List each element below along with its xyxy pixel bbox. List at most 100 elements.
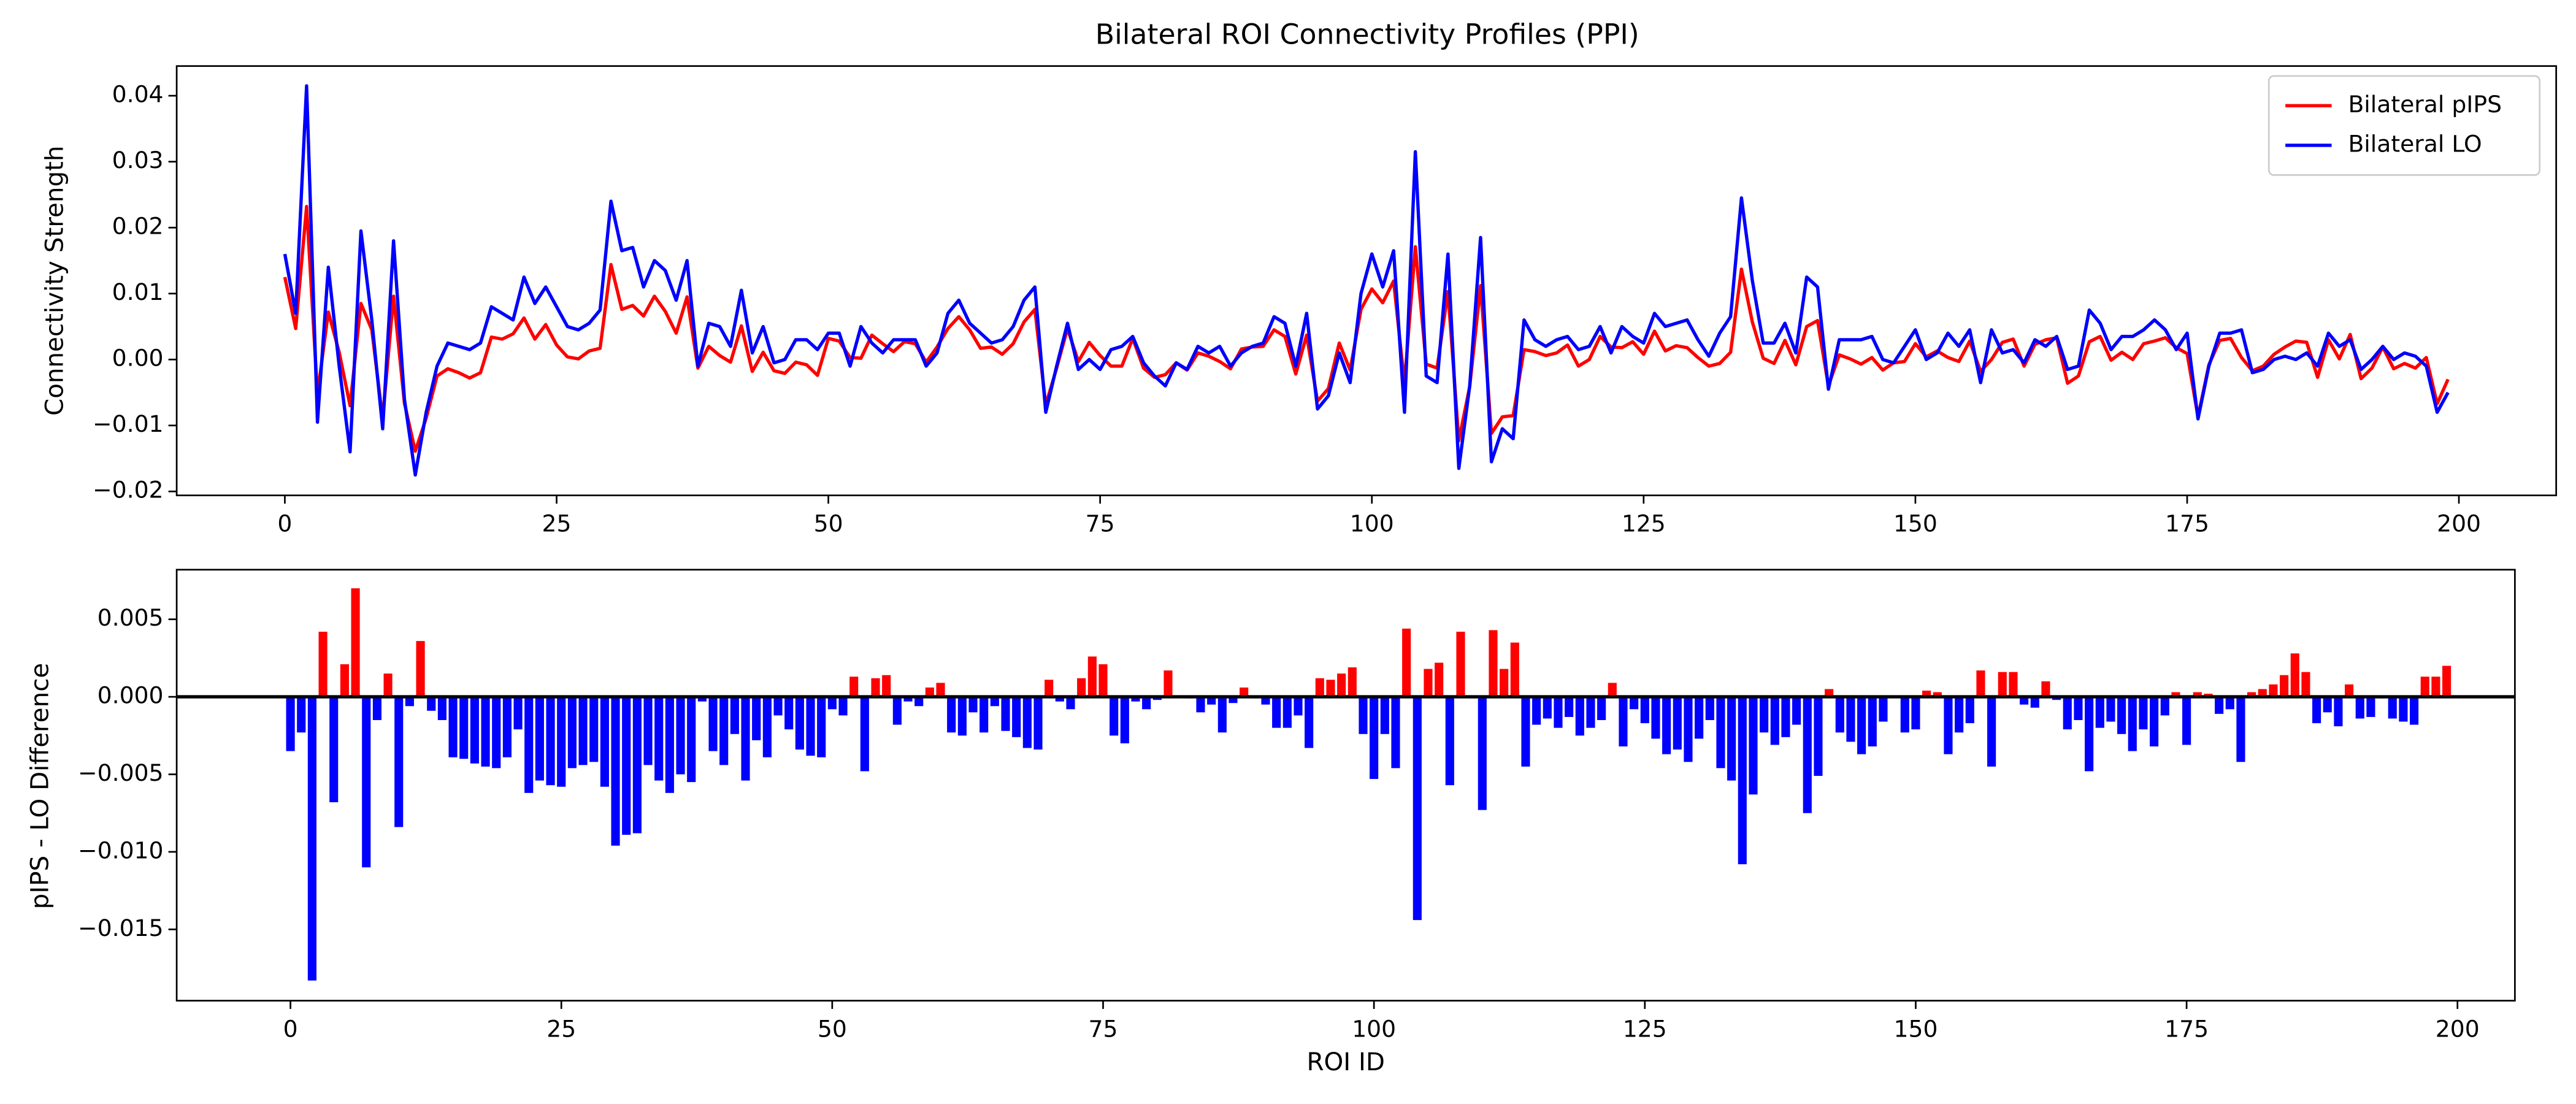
bar [827, 697, 837, 710]
bar [405, 697, 414, 707]
bar [1705, 697, 1714, 721]
y-tick-label: 0.02 [112, 213, 164, 240]
bar [676, 697, 685, 775]
bar [903, 697, 913, 702]
bar [1077, 678, 1086, 697]
bar [459, 697, 469, 759]
bar [1554, 697, 1563, 728]
bar [492, 697, 501, 769]
axes-frame [175, 569, 2516, 1002]
bar [2323, 697, 2332, 713]
bar [546, 697, 555, 786]
bar [1521, 697, 1530, 767]
bar [882, 675, 891, 697]
y-tick-label: 0.01 [112, 278, 164, 305]
bar [448, 697, 458, 757]
bar [2009, 672, 2018, 697]
bar [1944, 697, 1953, 754]
bar [665, 697, 674, 793]
bar [2431, 677, 2440, 697]
bar [741, 697, 750, 781]
bar [1998, 672, 2007, 697]
x-tick-label: 125 [1623, 1016, 1667, 1043]
bar [2150, 697, 2159, 747]
bar [1240, 687, 1249, 697]
bar [513, 697, 523, 730]
bar [1965, 697, 1974, 724]
bar [1055, 697, 1064, 702]
bar [795, 697, 804, 750]
x-tick-label: 150 [1893, 1016, 1938, 1043]
bar [1749, 697, 1758, 795]
bar [578, 697, 588, 765]
bar [1391, 697, 1400, 769]
bar [362, 697, 371, 868]
bar [1402, 628, 1411, 697]
bar [1045, 680, 1054, 697]
bar [1217, 697, 1227, 733]
y-tick-label: −0.015 [78, 914, 163, 941]
bar [1619, 697, 1628, 747]
bar [968, 697, 978, 713]
bar [2334, 697, 2343, 727]
bar [1586, 697, 1595, 728]
bar [643, 697, 653, 765]
bar [1413, 697, 1422, 921]
bar [2247, 692, 2256, 697]
bar [2074, 697, 2083, 721]
bar [1846, 697, 1855, 742]
legend-label: Bilateral pIPS [2348, 91, 2502, 118]
bar [1424, 669, 1433, 697]
y-tick-label: 0.04 [112, 81, 164, 108]
bar [1716, 697, 1725, 769]
bar [1305, 697, 1314, 748]
bar [2388, 697, 2397, 719]
bar [979, 697, 989, 733]
bar [557, 697, 566, 787]
bar [1445, 697, 1454, 786]
y-tick-label: 0.005 [98, 604, 164, 631]
bar [1337, 673, 1346, 697]
bar [470, 697, 479, 764]
x-tick-label: 75 [1089, 1016, 1118, 1043]
y-tick-label: 0.000 [98, 682, 164, 709]
bar [394, 697, 404, 827]
bar [2063, 697, 2072, 730]
bar [481, 697, 490, 767]
bar [1272, 697, 1281, 728]
axes-frame [175, 65, 2558, 497]
bar [2420, 677, 2429, 697]
bar [1651, 697, 1660, 739]
bar [654, 697, 664, 781]
bar [307, 697, 316, 981]
bar [318, 631, 328, 697]
bar [2399, 697, 2408, 722]
bar [437, 697, 447, 721]
bar [611, 697, 620, 846]
bar [2225, 697, 2234, 710]
bar [2215, 697, 2224, 714]
bar [1163, 670, 1173, 697]
bar [2345, 684, 2354, 697]
bar [1370, 697, 1379, 780]
bar [1630, 697, 1639, 710]
bar [2410, 697, 2419, 725]
bar [892, 697, 902, 725]
bar [1911, 697, 1920, 730]
bar [687, 697, 696, 783]
bar [1380, 697, 1389, 734]
y-tick-label: −0.010 [78, 837, 163, 864]
bar [2182, 697, 2191, 745]
bar [1835, 697, 1844, 733]
bar [1543, 697, 1552, 719]
bar [806, 697, 815, 756]
plot-area [283, 84, 2450, 477]
bar [2117, 697, 2126, 734]
bar [297, 697, 306, 733]
bar [1933, 692, 1942, 697]
bar [286, 697, 295, 751]
bar [1727, 697, 1736, 781]
bar [1770, 697, 1779, 745]
